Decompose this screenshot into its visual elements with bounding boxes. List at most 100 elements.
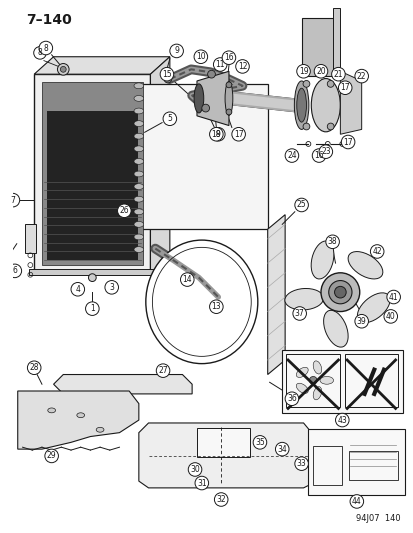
Circle shape [354, 69, 368, 83]
Ellipse shape [296, 88, 306, 122]
Text: 11: 11 [215, 60, 224, 69]
Bar [29, 269, 155, 274]
Ellipse shape [311, 78, 339, 132]
Circle shape [6, 193, 20, 207]
Ellipse shape [134, 95, 143, 101]
Text: 26: 26 [119, 206, 129, 215]
Circle shape [334, 286, 345, 298]
Circle shape [0, 256, 5, 270]
Text: 29: 29 [47, 451, 56, 461]
Ellipse shape [134, 221, 143, 227]
Text: 27: 27 [158, 366, 167, 375]
Circle shape [39, 41, 52, 55]
Polygon shape [34, 56, 169, 74]
Circle shape [275, 442, 288, 456]
Text: 14: 14 [182, 275, 192, 284]
Ellipse shape [134, 196, 143, 202]
Ellipse shape [319, 376, 333, 384]
Ellipse shape [134, 120, 143, 126]
Text: 16: 16 [223, 53, 233, 62]
Circle shape [104, 280, 118, 294]
Ellipse shape [134, 158, 143, 164]
Polygon shape [18, 391, 138, 449]
Bar [47, 111, 138, 260]
Ellipse shape [347, 252, 382, 279]
Ellipse shape [294, 81, 308, 130]
Circle shape [311, 149, 325, 163]
Text: 8: 8 [43, 44, 48, 53]
Text: 18: 18 [211, 130, 221, 139]
Text: 41: 41 [388, 293, 397, 302]
Circle shape [327, 123, 333, 130]
Text: 7: 7 [10, 196, 15, 205]
Text: 9: 9 [174, 46, 179, 55]
Circle shape [296, 64, 310, 78]
Ellipse shape [323, 310, 347, 347]
Circle shape [292, 306, 306, 320]
Text: 3: 3 [109, 283, 114, 292]
Bar [301, 18, 335, 76]
Circle shape [222, 51, 235, 64]
Circle shape [253, 435, 266, 449]
Circle shape [180, 273, 194, 286]
Circle shape [211, 127, 225, 141]
Text: 5: 5 [167, 114, 172, 123]
Text: 24: 24 [287, 151, 296, 160]
Ellipse shape [284, 288, 323, 310]
Circle shape [340, 135, 354, 149]
Circle shape [213, 58, 226, 71]
Circle shape [320, 273, 359, 312]
Bar [135, 84, 267, 229]
Circle shape [231, 127, 245, 141]
Bar [34, 74, 150, 273]
Text: 6: 6 [12, 266, 17, 276]
Text: 17: 17 [339, 83, 349, 92]
Bar [285, 354, 339, 407]
Ellipse shape [134, 184, 143, 189]
Circle shape [331, 67, 344, 81]
Text: 36: 36 [286, 394, 296, 403]
Circle shape [313, 64, 327, 78]
Ellipse shape [134, 247, 143, 253]
Circle shape [302, 123, 309, 130]
Circle shape [209, 127, 223, 141]
Ellipse shape [145, 240, 257, 364]
Circle shape [337, 81, 351, 94]
Circle shape [285, 149, 298, 163]
Ellipse shape [296, 383, 307, 393]
Text: 22: 22 [356, 71, 366, 80]
Text: 43: 43 [337, 416, 347, 425]
Circle shape [309, 376, 316, 384]
Text: 13: 13 [211, 302, 221, 311]
Circle shape [209, 300, 223, 313]
Text: 25: 25 [296, 200, 306, 209]
Polygon shape [150, 56, 169, 273]
Text: 34: 34 [277, 445, 287, 454]
Text: 42: 42 [371, 247, 381, 256]
Text: 30: 30 [190, 465, 199, 474]
Circle shape [225, 82, 231, 88]
Circle shape [117, 204, 131, 217]
Circle shape [45, 449, 58, 463]
Text: 12: 12 [237, 62, 247, 71]
Circle shape [370, 245, 383, 259]
Polygon shape [53, 375, 192, 394]
Text: 10: 10 [196, 52, 205, 61]
Ellipse shape [96, 427, 104, 432]
Ellipse shape [312, 361, 321, 374]
Ellipse shape [194, 84, 203, 113]
Text: 9: 9 [215, 130, 220, 139]
Ellipse shape [296, 367, 307, 377]
Ellipse shape [134, 83, 143, 88]
Polygon shape [197, 71, 228, 126]
Polygon shape [138, 423, 313, 488]
Circle shape [33, 46, 46, 59]
Text: 23: 23 [320, 147, 330, 156]
Text: 44: 44 [351, 497, 361, 506]
Bar [332, 9, 339, 71]
Bar [24, 224, 36, 253]
Ellipse shape [134, 209, 143, 215]
Circle shape [235, 60, 249, 73]
Bar [308, 429, 404, 495]
Text: 38: 38 [327, 237, 337, 246]
